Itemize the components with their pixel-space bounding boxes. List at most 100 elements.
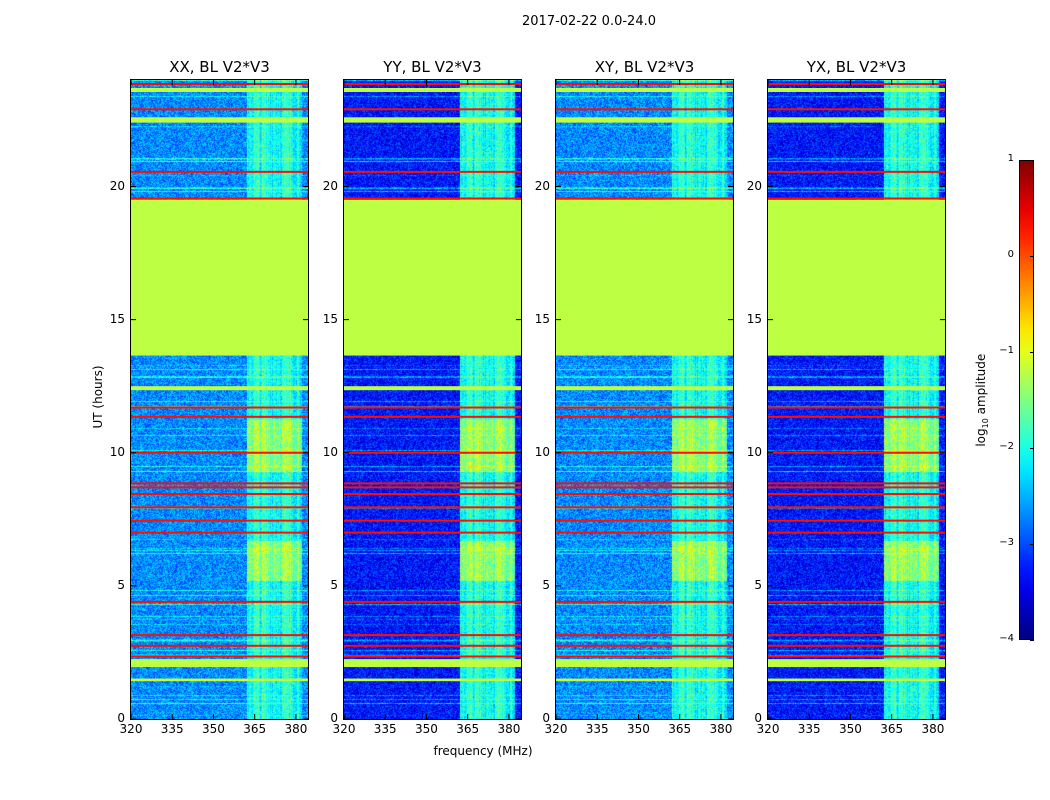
rfi-line <box>131 486 308 489</box>
colorbar-tick-mark <box>1030 640 1034 641</box>
y-tick-label: 20 <box>109 178 125 193</box>
flagged-band <box>556 87 733 92</box>
rfi-line <box>344 486 521 489</box>
y-tick-label: 0 <box>117 711 125 725</box>
rfi-line <box>556 506 733 509</box>
rfi-line <box>131 415 308 418</box>
x-tick-label: 350 <box>627 722 650 736</box>
colorbar-label-main: log <box>973 428 988 447</box>
panel-title: XX, BL V2*V3 <box>169 58 270 76</box>
x-tick-label: 320 <box>544 722 568 736</box>
heatmap-overlay <box>555 80 733 720</box>
flagged-band <box>131 386 308 391</box>
flagged-band <box>131 659 308 668</box>
rfi-line <box>556 451 733 454</box>
rfi-line <box>768 451 945 454</box>
y-tick-label: 15 <box>746 311 762 326</box>
rfi-line <box>556 197 733 200</box>
x-tick-label: 335 <box>797 722 821 736</box>
rfi-line <box>768 197 945 200</box>
x-tick-label: 335 <box>160 722 184 736</box>
panel-title: YY, BL V2*V3 <box>383 58 482 76</box>
spectrogram-panel-3: YX, BL V2*V3 320 335 350 365 380 0 5 10 15 20 <box>747 58 946 736</box>
rfi-line <box>131 655 308 658</box>
spectrogram-panel-1: YY, BL V2*V3 320 335 350 365 380 0 5 10 15 20 <box>323 58 522 736</box>
colorbar-tick-label: −4 <box>999 633 1014 644</box>
colorbar-label-rest: amplitude <box>973 353 988 419</box>
x-tick-label: 365 <box>668 722 692 736</box>
x-tick-label: 350 <box>415 722 438 736</box>
colorbar-tick-mark <box>1030 544 1034 545</box>
panel-title: YX, BL V2*V3 <box>806 58 907 76</box>
rfi-line <box>344 600 521 603</box>
rfi-line <box>344 531 521 534</box>
rfi-line <box>768 531 945 534</box>
colorbar-tick-label: −2 <box>999 441 1014 452</box>
rfi-line <box>768 170 945 173</box>
flagged-band <box>344 678 521 682</box>
x-tick-label: 365 <box>880 722 904 736</box>
flagged-band <box>556 659 733 668</box>
rfi-line <box>556 82 733 85</box>
colorbar-label-subscript: 10 <box>981 418 991 429</box>
rfi-line <box>768 108 945 111</box>
rfi-line <box>768 406 945 409</box>
rfi-line <box>768 634 945 637</box>
rfi-line <box>344 82 521 85</box>
y-tick-label: 5 <box>542 577 550 592</box>
rfi-line <box>344 451 521 454</box>
rfi-line <box>344 197 521 200</box>
rfi-line <box>131 493 308 496</box>
heatmap-image <box>131 80 308 719</box>
rfi-line <box>556 108 733 111</box>
rfi-line <box>344 482 521 485</box>
rfi-line <box>344 655 521 658</box>
y-tick-label: 5 <box>117 577 125 592</box>
x-tick-label: 320 <box>756 722 780 736</box>
x-tick-label: 380 <box>921 722 945 736</box>
rfi-line <box>556 406 733 409</box>
rfi-line <box>131 108 308 111</box>
x-tick-label: 335 <box>373 722 397 736</box>
rfi-line <box>768 644 945 647</box>
x-tick-label: 380 <box>709 722 733 736</box>
rfi-line <box>344 519 521 522</box>
flagged-band <box>556 117 733 123</box>
y-tick-label: 15 <box>109 311 125 326</box>
figure-title: 2017-02-22 0.0-24.0 <box>522 14 656 29</box>
flagged-band <box>131 117 308 123</box>
flagged-band <box>556 386 733 391</box>
x-tick-label: 320 <box>332 722 356 736</box>
rfi-line <box>131 506 308 509</box>
spectrogram-panel-2: XY, BL V2*V3 320 335 350 365 380 0 5 10 15 20 <box>535 58 734 736</box>
y-tick-label: 10 <box>746 444 762 459</box>
flagged-band <box>131 199 308 356</box>
flagged-band <box>344 659 521 668</box>
flagged-band <box>768 659 945 668</box>
flagged-band <box>344 386 521 391</box>
rfi-line <box>556 655 733 658</box>
rfi-line <box>131 197 308 200</box>
y-tick-label: 10 <box>322 444 338 459</box>
rfi-line <box>131 482 308 485</box>
heatmap-overlay <box>130 80 308 720</box>
x-tick-label: 365 <box>456 722 480 736</box>
heatmap-image <box>344 80 521 719</box>
x-tick-label: 380 <box>284 722 308 736</box>
rfi-line <box>768 415 945 418</box>
colorbar-tick-label: 0 <box>1007 249 1014 260</box>
rfi-line <box>556 415 733 418</box>
rfi-line <box>131 519 308 522</box>
flagged-band <box>768 87 945 92</box>
colorbar-tick-label: −3 <box>999 537 1014 548</box>
rfi-line <box>768 482 945 485</box>
rfi-line <box>344 644 521 647</box>
flagged-band <box>768 386 945 391</box>
colorbar-tick-mark <box>1030 256 1034 257</box>
rfi-line <box>768 506 945 509</box>
flagged-band <box>556 199 733 356</box>
y-tick-label: 20 <box>746 178 762 193</box>
rfi-line <box>556 634 733 637</box>
x-tick-label: 335 <box>585 722 609 736</box>
flagged-band <box>768 199 945 356</box>
